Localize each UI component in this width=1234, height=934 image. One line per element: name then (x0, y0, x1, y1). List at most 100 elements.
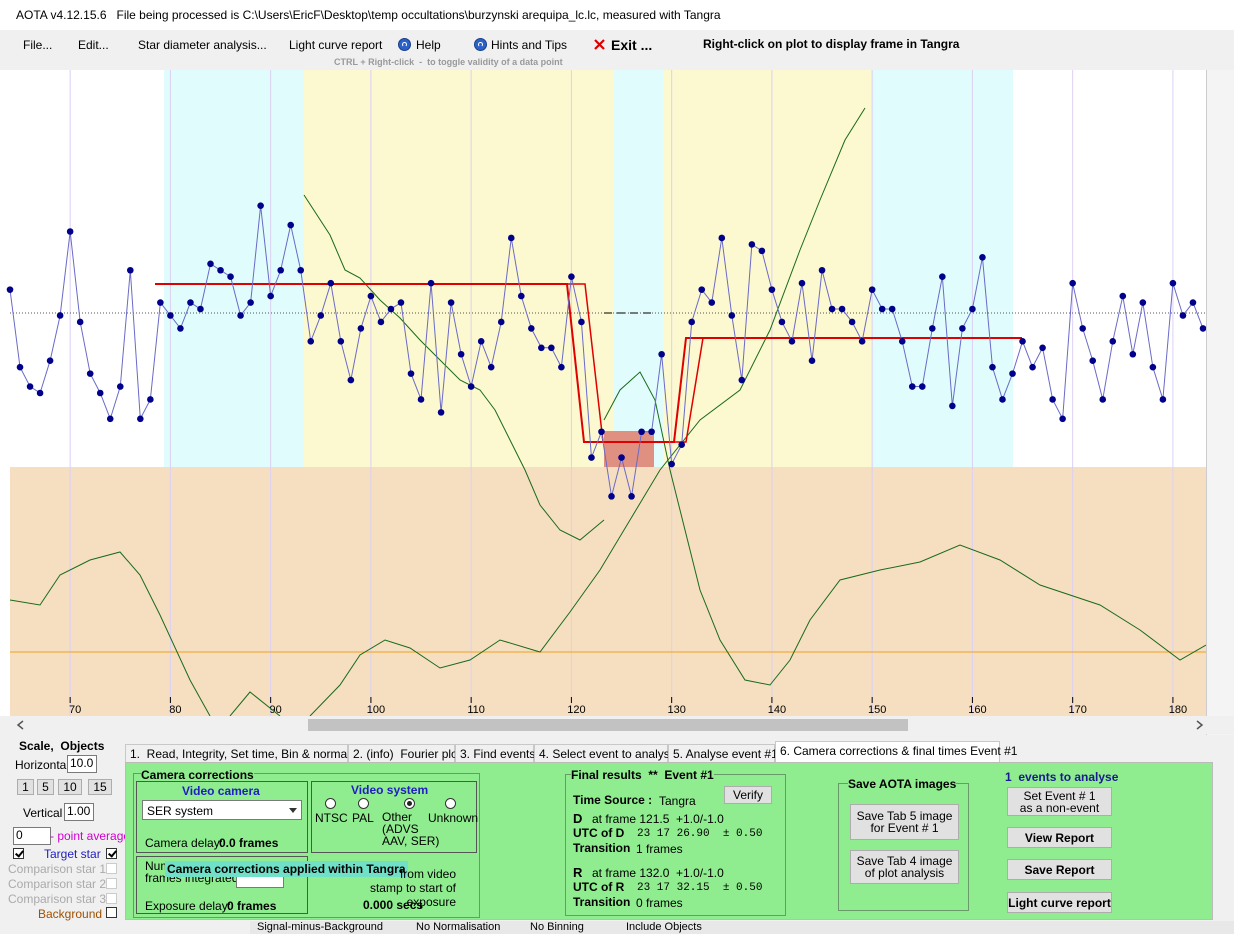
status-item[interactable]: Signal-minus-Background (257, 921, 383, 933)
data-point (898, 338, 906, 345)
data-point (1009, 370, 1016, 377)
r-search-region (663, 70, 872, 467)
data-point (477, 338, 485, 345)
menu-light-curve[interactable]: Light curve report (289, 38, 383, 52)
scale-button[interactable]: 1 (17, 779, 34, 795)
light-curve-line (9, 205, 1204, 497)
scroll-right[interactable] (1196, 720, 1204, 730)
data-point (447, 299, 455, 306)
comparison-curve (229, 691, 281, 716)
checkbox[interactable] (13, 848, 24, 859)
radio-label: Other (ADVS AAV, SER) (382, 810, 440, 848)
data-point (1199, 325, 1206, 332)
save-tab5-button[interactable]: Save Tab 5 image for Event # 1 (850, 804, 959, 840)
scale-button[interactable]: 10 (58, 779, 82, 795)
horizontal-input[interactable]: 10.0 (67, 755, 97, 773)
status-item[interactable]: Include Objects (626, 921, 702, 933)
checkbox[interactable] (106, 878, 117, 889)
tab[interactable]: 4. Select event to analyse (534, 744, 676, 763)
checkbox[interactable] (106, 848, 117, 859)
data-point (267, 292, 274, 300)
data-point (437, 409, 445, 416)
data-point (287, 221, 295, 229)
d-transition: 1 frames (636, 842, 683, 856)
video-system-title: Video system (351, 783, 429, 797)
data-point (227, 273, 234, 281)
radio[interactable] (358, 798, 369, 809)
data-point (929, 325, 936, 332)
video-camera-title: Video camera (182, 784, 260, 798)
scroll-thumb[interactable] (308, 719, 908, 731)
save-tab4-button[interactable]: Save Tab 4 image of plot analysis (850, 850, 959, 884)
non-event-button[interactable]: Set Event # 1 as a non-event (1007, 787, 1112, 816)
data-point (26, 383, 34, 390)
lc-report-button[interactable]: Light curve report (1007, 892, 1112, 913)
tab[interactable]: 2. (info) Fourier plot (348, 744, 461, 763)
tab[interactable]: 3. Find events (455, 744, 535, 763)
status-item[interactable]: No Normalisation (416, 921, 501, 933)
data-point (407, 370, 415, 377)
data-point (347, 376, 355, 384)
data-point (969, 305, 976, 313)
data-point (748, 241, 756, 248)
data-point (1139, 299, 1147, 306)
data-point (56, 312, 64, 319)
camera-select[interactable]: SER system (142, 800, 302, 820)
data-point (1029, 363, 1036, 371)
menu-exit[interactable]: Exit ... (611, 37, 653, 53)
r-label: R (573, 865, 583, 880)
scale-button[interactable]: 15 (88, 779, 112, 795)
menu-file[interactable]: File... (23, 38, 53, 52)
data-point (698, 286, 706, 293)
data-point (818, 266, 826, 274)
tab[interactable]: 1. Read, Integrity, Set time, Bin & norm… (125, 744, 365, 763)
view-report-button[interactable]: View Report (1007, 827, 1112, 848)
data-point (387, 305, 395, 313)
data-point (457, 350, 465, 358)
radio[interactable] (325, 798, 336, 809)
data-point (1099, 396, 1107, 403)
data-point (307, 338, 315, 345)
scale-title: Scale, Objects (19, 739, 105, 753)
radio[interactable] (404, 798, 415, 809)
scroll-left[interactable] (16, 720, 24, 730)
menu-star-diameter[interactable]: Star diameter analysis... (138, 38, 267, 52)
d-search-region (304, 70, 614, 467)
save-report-button[interactable]: Save Report (1007, 859, 1112, 880)
radio-label: NTSC (315, 811, 348, 825)
comparison-curve (303, 194, 605, 541)
vertical-label: Vertical (23, 806, 63, 820)
vertical-input[interactable]: 1.00 (64, 803, 94, 821)
data-point (237, 312, 244, 319)
checkbox[interactable] (106, 907, 117, 918)
checkbox[interactable] (106, 863, 117, 874)
light-curve-plot[interactable]: 70 80 90 100 110 120 130 140 150 160 170 180 (0, 0, 1206, 716)
status-item[interactable]: No Binning (530, 921, 584, 933)
radio[interactable] (445, 798, 456, 809)
d-transition-label: Transition (573, 841, 631, 855)
data-point (548, 344, 555, 352)
data-point (658, 350, 665, 358)
average-label: - point average (50, 829, 131, 843)
data-point (1189, 299, 1197, 306)
menu-edit[interactable]: Edit... (78, 38, 109, 52)
time-source: Tangra (659, 794, 696, 808)
menu-hints[interactable]: Hints and Tips (491, 38, 568, 52)
menu-help[interactable]: Help (416, 38, 441, 52)
checkbox[interactable] (106, 893, 117, 904)
tangra-overlay: Camera corrections applied within Tangra (165, 861, 408, 877)
data-point (16, 363, 24, 371)
data-point (1039, 344, 1046, 352)
scale-button[interactable]: 5 (37, 779, 54, 795)
data-point (979, 254, 986, 261)
data-point (1159, 396, 1167, 403)
d-frame: at frame 121.5 +1.0/-1.0 (592, 812, 724, 826)
tab[interactable]: 5. Analyse event #1 (668, 744, 778, 763)
data-point (808, 357, 816, 365)
tab-active[interactable]: 6. Camera corrections & final times Even… (775, 741, 1017, 763)
data-point (708, 299, 716, 306)
plot-subhint: CTRL + Right-click - to toggle validity … (334, 57, 563, 67)
verify-button[interactable]: Verify (724, 786, 772, 804)
average-select[interactable]: 0 (13, 827, 51, 845)
